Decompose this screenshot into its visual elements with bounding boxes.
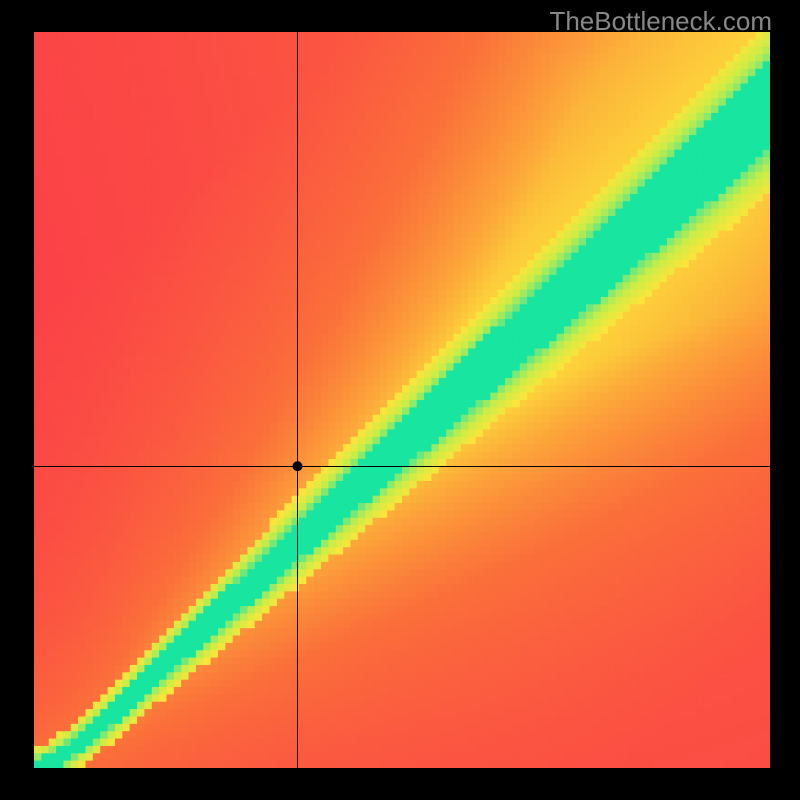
watermark-text: TheBottleneck.com <box>549 6 772 37</box>
bottleneck-heatmap-chart <box>34 32 770 768</box>
